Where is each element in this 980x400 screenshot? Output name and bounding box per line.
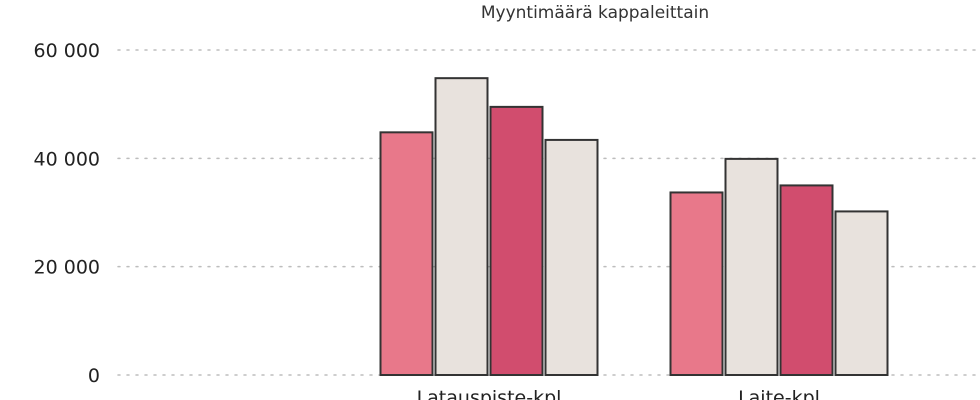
bar [834, 210, 889, 376]
bars [379, 77, 889, 377]
y-axis-ticks: 0 20 000 40 000 60 000 [34, 40, 100, 387]
y-tick-label: 40 000 [34, 148, 100, 170]
bar [434, 77, 489, 377]
bar [544, 138, 599, 376]
x-category-label: Latauspiste-kpl [417, 387, 562, 400]
bar [669, 191, 724, 376]
y-tick-label: 60 000 [34, 40, 100, 62]
bar [724, 157, 779, 376]
bar [489, 105, 544, 376]
y-tick-label: 0 [88, 365, 100, 387]
y-tick-label: 20 000 [34, 257, 100, 279]
gridlines [117, 49, 980, 376]
x-axis-categories: Latauspiste-kpl Laite-kpl [417, 387, 820, 400]
chart-title: Myyntimäärä kappaleittain [481, 3, 709, 23]
x-category-label: Laite-kpl [738, 387, 820, 400]
bar [379, 131, 434, 376]
bar [779, 184, 834, 376]
